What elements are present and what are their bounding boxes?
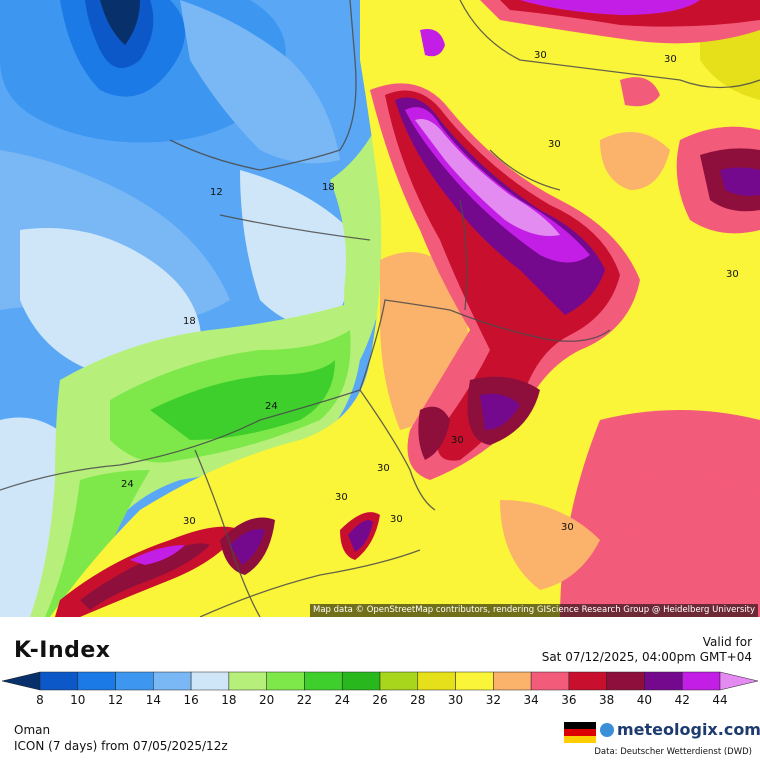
colorbar-tick-label: 28 — [410, 693, 425, 707]
colorbar-swatch — [153, 671, 192, 691]
contour-label: 24 — [265, 401, 278, 412]
colorbar-tick-label: 26 — [372, 693, 387, 707]
colorbar-tick-label: 24 — [335, 693, 350, 707]
colorbar-tick-label: 38 — [599, 693, 614, 707]
colorbar-swatch — [644, 671, 683, 691]
brand-logo[interactable]: meteologix.com — [600, 720, 760, 739]
contour-label: 30 — [451, 435, 464, 446]
contour-label: 30 — [726, 269, 739, 280]
contour-label: 12 — [210, 187, 223, 198]
valid-label: Valid for — [702, 635, 752, 649]
colorbar-tick-label: 36 — [561, 693, 576, 707]
colorbar-swatch — [341, 671, 381, 691]
colorbar-tick-label: 30 — [448, 693, 463, 707]
region-label: Oman — [14, 723, 51, 737]
colorbar-tick-label: 40 — [637, 693, 652, 707]
colorbar-swatch — [530, 671, 570, 691]
contour-labels: 30 30 12 18 18 30 24 30 30 30 24 30 30 3… — [121, 50, 739, 533]
contour-label: 30 — [377, 463, 390, 474]
colorbar-tick-label: 12 — [108, 693, 123, 707]
colorbar-arrow-low — [1, 671, 41, 691]
colorbar-swatch — [39, 671, 79, 691]
colorbar-tick-label: 34 — [523, 693, 538, 707]
brand-name: meteologix.com — [617, 720, 760, 739]
contour-label: 30 — [183, 516, 196, 527]
colorbar-tick-label: 44 — [712, 693, 727, 707]
map-view[interactable]: 30 30 12 18 18 30 24 30 30 30 24 30 30 3… — [0, 0, 760, 617]
colorbar-swatch — [266, 671, 305, 691]
colorbar-swatch — [379, 671, 419, 691]
colorbar-swatch — [681, 671, 721, 691]
colorbar-tick-label: 8 — [36, 693, 44, 707]
colorbar-swatch — [568, 671, 607, 691]
chart-title: K-Index — [14, 638, 111, 663]
data-source: Data: Deutscher Wetterdienst (DWD) — [594, 747, 752, 757]
colorbar-swatch — [77, 671, 116, 691]
droplet-icon — [600, 722, 614, 737]
colorbar-tick-label: 32 — [486, 693, 501, 707]
contour-label: 30 — [534, 50, 547, 61]
colorbar-swatch — [455, 671, 494, 691]
colorbar-tick-label: 42 — [675, 693, 690, 707]
contour-label: 30 — [561, 522, 574, 533]
contour-label: 30 — [548, 139, 561, 150]
germany-flag-icon — [564, 722, 596, 743]
valid-time: Sat 07/12/2025, 04:00pm GMT+04 — [541, 650, 752, 664]
colorbar-tick-label: 16 — [183, 693, 198, 707]
contour-label: 30 — [664, 54, 677, 65]
contour-label: 30 — [335, 492, 348, 503]
colorbar-swatch — [115, 671, 154, 691]
colorbar-swatch — [606, 671, 645, 691]
contour-label: 24 — [121, 479, 134, 490]
colorbar-tick-label: 14 — [146, 693, 161, 707]
map-attribution: Map data © OpenStreetMap contributors, r… — [310, 604, 758, 617]
colorbar-swatch — [493, 671, 532, 691]
colorbar-tick-label: 10 — [70, 693, 85, 707]
colorbar-arrow-high — [719, 671, 759, 691]
colorbar-swatch — [304, 671, 343, 691]
colorbar-tick-label: 22 — [297, 693, 312, 707]
contour-label: 18 — [322, 182, 335, 193]
contour-label: 18 — [183, 316, 196, 327]
colorbar-tick-label: 18 — [221, 693, 236, 707]
k-index-field: 30 30 12 18 18 30 24 30 30 30 24 30 30 3… — [0, 0, 760, 617]
colorbar-tick-label: 20 — [259, 693, 274, 707]
contour-label: 30 — [390, 514, 403, 525]
colorbar-legend: 8 10 12 14 16 18 20 22 24 26 28 30 32 34 36 38 40 42 44 — [1, 671, 759, 707]
model-run-label: ICON (7 days) from 07/05/2025/12z — [14, 739, 228, 753]
colorbar-swatch — [228, 671, 267, 691]
colorbar-swatch — [417, 671, 456, 691]
colorbar-swatch — [190, 671, 230, 691]
